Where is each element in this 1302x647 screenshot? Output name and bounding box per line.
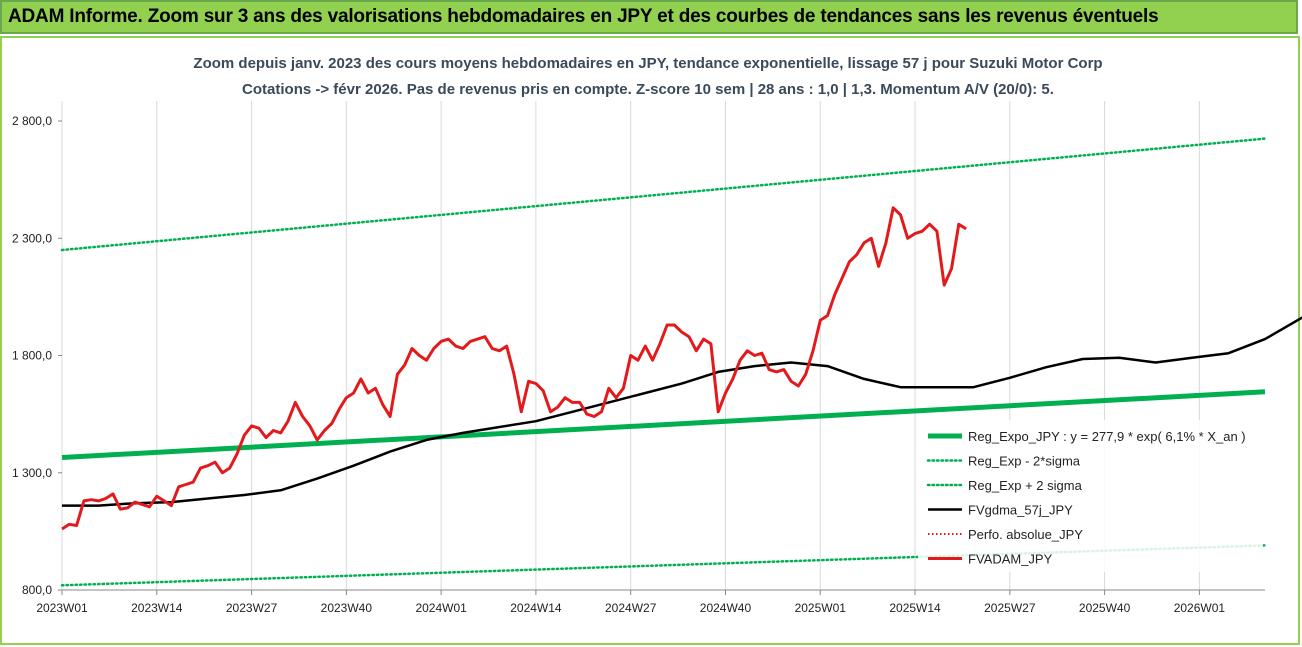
x-tick-label: 2023W27 bbox=[226, 601, 278, 615]
x-tick-label: 2025W14 bbox=[889, 601, 941, 615]
legend-label: Reg_Exp - 2*sigma bbox=[968, 454, 1081, 469]
y-tick-label: 1 800,0 bbox=[12, 349, 52, 363]
series-line-3 bbox=[60, 137, 1267, 252]
x-tick-label: 2023W14 bbox=[131, 601, 183, 615]
x-tick-label: 2025W27 bbox=[984, 601, 1036, 615]
x-tick-label: 2023W01 bbox=[36, 601, 88, 615]
legend-label: Reg_Exp + 2 sigma bbox=[968, 478, 1083, 493]
series-line-6 bbox=[61, 206, 967, 531]
legend-label: Reg_Expo_JPY : y = 277,9 * exp( 6,1% * X… bbox=[968, 429, 1246, 444]
x-tick-label: 2024W01 bbox=[415, 601, 467, 615]
chart-title-line2: Cotations -> févr 2026. Pas de revenus p… bbox=[242, 81, 1054, 98]
report-title: ADAM Informe. Zoom sur 3 ans des valoris… bbox=[8, 6, 1159, 27]
chart-frame bbox=[0, 36, 1300, 645]
y-tick-label: 1 300,0 bbox=[12, 466, 52, 480]
x-tick-label: 2023W40 bbox=[321, 601, 373, 615]
x-tick-label: 2025W40 bbox=[1079, 601, 1131, 615]
series-line-1 bbox=[61, 389, 1266, 460]
legend-label: FVgdma_57j_JPY bbox=[968, 503, 1073, 518]
y-tick-label: 2 800,0 bbox=[12, 114, 52, 128]
x-tick-label: 2024W27 bbox=[605, 601, 657, 615]
y-tick-label: 800,0 bbox=[22, 583, 52, 597]
x-tick-label: 2024W14 bbox=[510, 601, 562, 615]
chart-title-line1: Zoom depuis janv. 2023 des cours moyens … bbox=[193, 55, 1102, 72]
legend-box bbox=[918, 420, 1263, 572]
x-tick-label: 2026W01 bbox=[1174, 601, 1226, 615]
y-tick-label: 2 300,0 bbox=[12, 231, 52, 245]
x-tick-label: 2024W40 bbox=[700, 601, 752, 615]
x-tick-label: 2025W01 bbox=[795, 601, 847, 615]
report-banner: ADAM Informe. Zoom sur 3 ans des valoris… bbox=[0, 0, 1298, 34]
legend-label: FVADAM_JPY bbox=[968, 552, 1053, 567]
legend-label: Perfo. absolue_JPY bbox=[968, 527, 1083, 542]
